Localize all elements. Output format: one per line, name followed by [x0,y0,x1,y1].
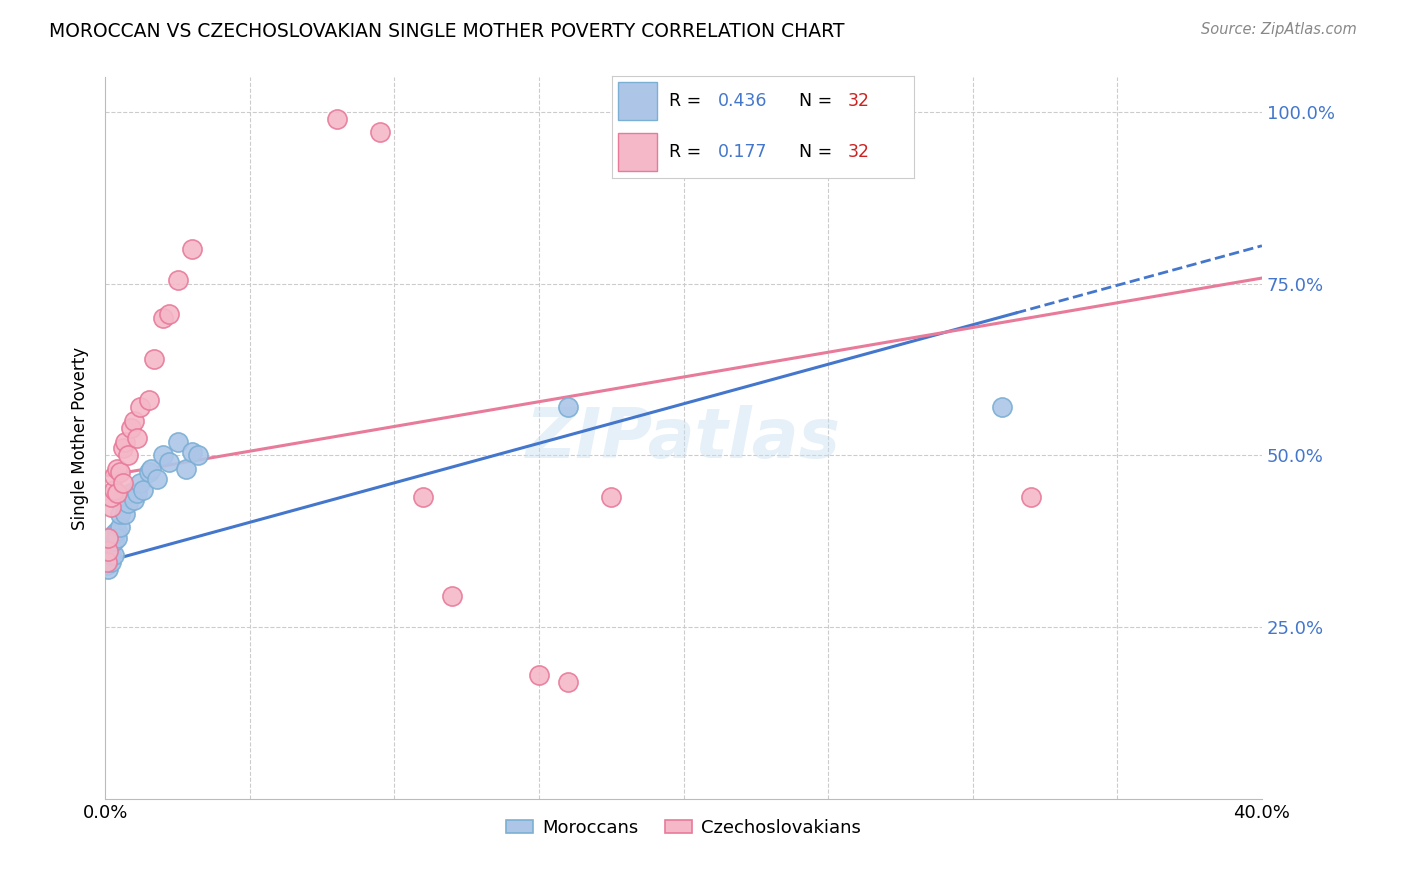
Point [103,483,125,497]
Point [111,475,134,490]
Point [325,112,347,126]
Point [157,308,180,322]
Point [114,434,136,449]
Point [105,531,128,545]
Point [174,462,197,476]
Point [111,442,134,456]
Point [100,538,122,552]
Point [122,414,145,428]
Text: R =: R = [669,92,707,110]
Point [114,507,136,521]
Text: R =: R = [669,144,713,161]
Y-axis label: Single Mother Poverty: Single Mother Poverty [72,347,89,530]
Point [105,486,128,500]
Point [100,548,122,562]
Point [111,490,134,504]
Point [132,483,155,497]
Point [105,524,128,538]
Text: 0.436: 0.436 [717,92,766,110]
Point [125,431,148,445]
Text: Source: ZipAtlas.com: Source: ZipAtlas.com [1201,22,1357,37]
Bar [617,133,657,171]
Point [157,455,180,469]
Point [100,500,122,514]
Point [122,493,145,508]
Point [129,401,152,415]
Point [117,448,139,462]
Point [141,462,163,476]
Text: ZIPatlas: ZIPatlas [526,405,841,472]
Point [527,668,550,682]
Point [108,520,131,534]
Text: 32: 32 [848,92,869,110]
Point [187,448,209,462]
Point [103,527,125,541]
Text: 32: 32 [848,144,869,161]
Point [117,496,139,510]
Point [105,462,128,476]
Point [368,125,391,139]
Point [96,558,118,573]
Point [97,531,120,545]
Point [146,472,169,486]
Point [441,589,464,603]
Point [600,490,623,504]
Point [129,475,152,490]
Point [125,486,148,500]
Point [120,486,142,500]
Point [152,448,174,462]
Text: N =: N = [799,92,838,110]
Point [96,555,118,569]
Point [103,548,125,562]
Point [412,490,434,504]
Point [97,551,120,566]
Text: 0.177: 0.177 [717,144,766,161]
Point [166,273,188,287]
Point [100,490,122,504]
Point [103,469,125,483]
Point [166,434,188,449]
Point [181,242,204,256]
Point [557,675,579,690]
Point [181,445,204,459]
Point [97,544,120,558]
Text: MOROCCAN VS CZECHOSLOVAKIAN SINGLE MOTHER POVERTY CORRELATION CHART: MOROCCAN VS CZECHOSLOVAKIAN SINGLE MOTHE… [49,22,845,41]
Text: N =: N = [799,144,838,161]
Point [143,352,166,367]
Point [97,562,120,576]
Point [152,310,174,325]
Point [138,466,160,480]
Point [138,393,160,408]
Point [990,401,1012,415]
Point [108,507,131,521]
Point [108,466,131,480]
Legend: Moroccans, Czechoslovakians: Moroccans, Czechoslovakians [499,812,869,844]
Point [103,534,125,549]
Bar [617,82,657,120]
Point [1019,490,1042,504]
Point [557,401,579,415]
Point [120,421,142,435]
Point [100,555,122,569]
